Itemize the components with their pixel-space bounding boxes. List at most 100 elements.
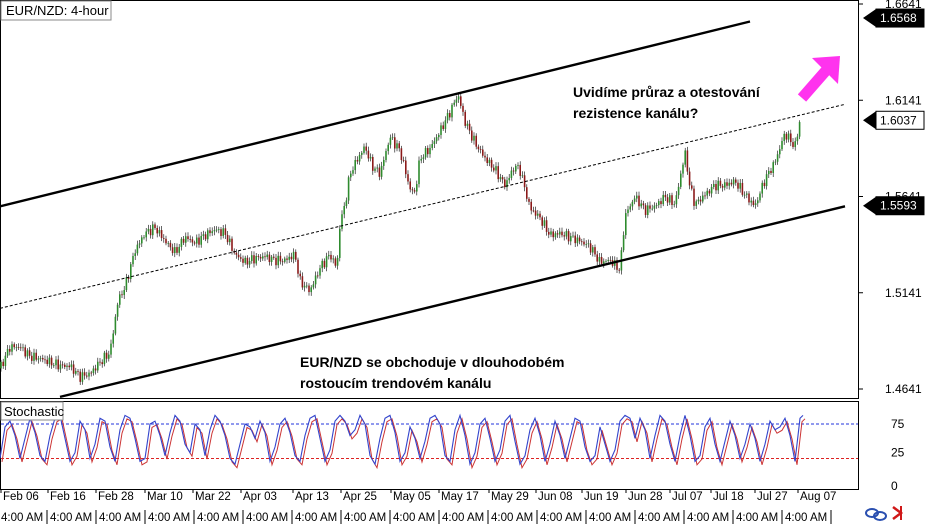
candle-body [165, 238, 167, 244]
candle-body [185, 236, 187, 243]
price-marker-label: 1.6568 [880, 11, 917, 25]
candle-body [125, 277, 128, 291]
candle-body [790, 133, 792, 143]
stochastic-label: Stochastic [4, 404, 64, 419]
candle-body [730, 182, 733, 185]
candle-body [752, 200, 755, 206]
candle-body [158, 230, 161, 234]
candle-body [328, 254, 330, 257]
candle-body [732, 179, 735, 185]
candle-body [512, 170, 515, 172]
candle-body [697, 199, 700, 202]
candle-body [411, 189, 414, 191]
candle-body [669, 195, 671, 203]
candle-body [380, 165, 383, 177]
candle-body [46, 359, 48, 365]
candle-body [325, 256, 328, 268]
candle-body [506, 180, 508, 188]
candle-body [53, 365, 55, 367]
candle-body [548, 231, 550, 235]
candle-body [361, 152, 363, 155]
candle-body [653, 205, 656, 209]
candle-body [739, 182, 741, 189]
candle-body [418, 160, 420, 185]
candle-body [189, 239, 191, 240]
candle-body [763, 182, 766, 187]
candle-body [50, 357, 53, 366]
candle-body [539, 213, 541, 218]
price-marker-label: 1.5593 [880, 199, 917, 213]
candle-body [119, 294, 121, 305]
candle-body [651, 208, 653, 210]
candle-body [684, 150, 686, 165]
link-icon[interactable] [865, 508, 887, 521]
price-panel-frame [0, 0, 859, 399]
candle-body [750, 200, 752, 203]
candle-body [242, 258, 244, 263]
candle-body [768, 170, 770, 175]
candle-body [761, 182, 763, 194]
candle-body [191, 239, 194, 243]
channel-upper-line [0, 20, 751, 208]
time-label: 4:00 AM [148, 512, 190, 524]
candle-body [149, 228, 152, 236]
candle-body [660, 201, 662, 205]
candle-body [664, 194, 667, 198]
candle-body [200, 235, 202, 245]
date-label: Jul 18 [713, 491, 744, 503]
candle-body [534, 210, 537, 216]
candle-body [633, 198, 636, 202]
candle-body [719, 180, 722, 186]
candle-body [290, 256, 293, 260]
candle-body [622, 235, 625, 251]
candle-body [248, 260, 251, 265]
candle-body [26, 350, 29, 357]
candle-body [785, 133, 788, 140]
candle-body [578, 237, 581, 242]
candle-body [72, 364, 75, 374]
candle-body [440, 125, 442, 135]
candle-body [647, 205, 649, 215]
date-label: May 17 [441, 491, 479, 503]
date-label: Apr 13 [295, 491, 329, 503]
candle-body [728, 182, 730, 186]
candle-body [438, 134, 440, 138]
candle-body [275, 257, 277, 266]
candle-body [460, 96, 462, 106]
candle-body [226, 234, 229, 243]
candle-body [682, 164, 684, 174]
time-label: 4:00 AM [197, 512, 239, 524]
candle-body [746, 193, 748, 195]
candle-body [266, 254, 268, 258]
time-label: 4:00 AM [50, 512, 92, 524]
candle-body [532, 210, 535, 212]
candle-body [394, 137, 396, 149]
stoch-tick-label: 0 [891, 479, 898, 493]
time-label: 4:00 AM [589, 512, 631, 524]
candle-body [196, 237, 198, 244]
candle-body [607, 259, 609, 261]
candle-body [207, 230, 209, 240]
candle-body [253, 255, 255, 264]
date-axis: Feb 06 Feb 16 Feb 28 Mar 10 Mar 22 Apr 03 Apr … [0, 489, 836, 503]
candle-body [156, 227, 158, 234]
candle-body [466, 123, 469, 126]
arrow-icon[interactable] [892, 506, 904, 520]
candle-body [292, 251, 295, 260]
candle-body [246, 257, 249, 265]
candle-body [103, 352, 106, 365]
candle-body [86, 375, 88, 377]
candle-body [358, 154, 361, 162]
candle-body [779, 149, 781, 155]
candle-body [367, 150, 370, 159]
candle-body [765, 174, 768, 187]
candle-body [9, 348, 11, 352]
candle-body [574, 235, 576, 244]
candle-body [389, 137, 392, 145]
annotation-breakout-line2: rezistence kanálu? [573, 105, 698, 121]
candle-body [4, 355, 7, 367]
candle-body [31, 355, 33, 361]
date-label: Apr 03 [243, 491, 277, 503]
candle-body [6, 348, 9, 356]
candle-body [308, 285, 310, 293]
